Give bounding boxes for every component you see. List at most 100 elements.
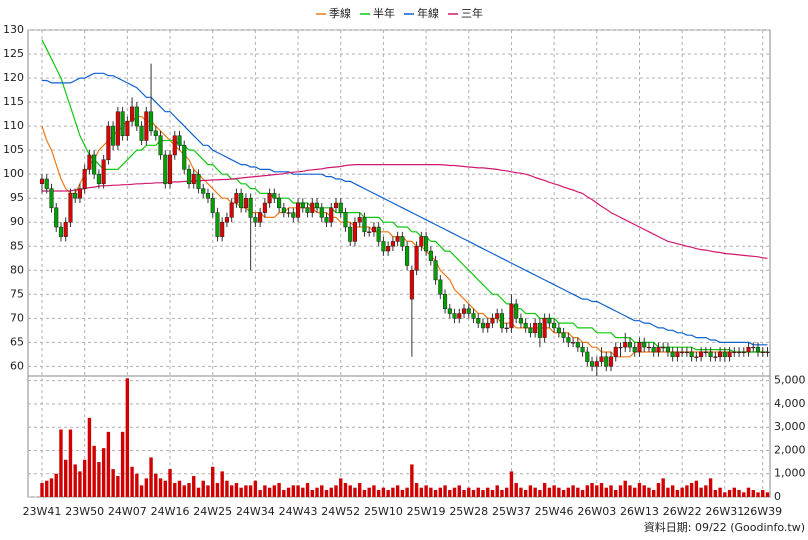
candle-body [262,202,267,213]
candle-body [699,351,704,358]
candle-body [608,356,614,367]
volume-bar [713,490,718,497]
volume-bar [372,485,376,497]
volume-bar [130,466,134,497]
ma-line [41,39,768,353]
volume-bar [296,485,300,497]
candle-body [556,327,561,334]
candle-body [248,197,253,218]
volume-bar [59,429,63,497]
y-tick-label: 110 [3,119,24,132]
volume-bar [391,487,395,497]
candle-body [319,207,324,218]
volume-bar [40,483,44,497]
candle-body [120,111,125,136]
candle-body [476,318,481,324]
candle-body [253,217,258,223]
y-tick-label: 120 [3,71,24,84]
candle-body [125,121,130,136]
volume-bar [633,487,637,497]
volume-bar [82,459,87,497]
volume-bar [561,490,566,497]
candle-body [414,246,419,271]
volume-bar [609,485,613,497]
y-tick-label: 75 [10,287,24,300]
candle-body [229,202,234,218]
volume-bar [628,485,632,497]
ma-line [42,72,768,346]
volume-bar [604,487,608,497]
volume-bar [727,490,732,497]
candle-body [68,193,73,223]
volume-bar [301,487,305,497]
candle-body [409,270,414,300]
candle-body [708,351,713,358]
candle-body [585,351,590,362]
candle-body [604,356,609,367]
candle-body [186,169,192,185]
volume-bar [651,490,656,497]
candle-body [234,193,239,204]
candle-body [547,318,552,324]
plot-frame [27,29,771,498]
candle-body [44,178,49,189]
x-tick-label: 25W10 [364,505,403,518]
volume-bar [334,485,338,497]
volume-bar [618,485,623,497]
candle-body [613,346,618,358]
candle-body [267,193,272,204]
volume-bar [476,487,480,497]
volume-bar [718,487,722,497]
volume-bar [647,487,651,497]
volume-bar [253,480,258,497]
volume-bar [751,490,755,497]
candle-body [428,250,433,261]
volume-bar [462,490,466,497]
volume-bar [547,487,552,497]
x-tick-label: 24W34 [236,505,275,518]
volume-bar [514,483,518,497]
volume-bar [68,429,73,497]
volume-bar [756,492,760,497]
candle-body [528,327,533,334]
volume-bar [139,485,144,497]
candle-body [314,202,320,209]
volume-bar [599,483,604,497]
volume-bar [120,431,125,497]
volume-bar [201,480,205,497]
volume-bar [595,485,599,497]
volume-bar [64,459,68,497]
volume-bar [533,487,537,497]
volume-bar [443,485,447,497]
candle-body [471,313,476,319]
candle-body [680,351,685,354]
candle-body [443,294,448,309]
y-tick-label: 130 [3,23,24,36]
candle-body [727,351,732,358]
volume-bar [566,487,571,497]
candle-body [736,351,742,354]
candle-body [215,212,220,237]
candle-body [305,207,310,213]
candle-body [300,202,305,209]
candle-body [333,202,339,209]
footnote: 資料日期: 09/22 (Goodinfo.tw) [644,520,805,534]
candle-body [722,351,727,358]
volume-bar [286,487,291,497]
candle-body [485,322,490,329]
candle-body [367,231,372,233]
volume-bar [324,490,329,497]
candle-body [177,135,182,146]
y-tick-label: 65 [10,335,24,348]
volume-bar [215,483,220,497]
x-tick-label: 25W37 [492,505,531,518]
volume-bar [125,378,130,497]
candle-body [153,130,158,136]
volume-bar [419,487,424,497]
volume-bar [263,485,267,497]
candle-body [533,322,538,333]
volume-bar [637,483,642,497]
volume-bar [177,480,182,497]
volume-bar [400,490,405,497]
candle-body [480,322,486,329]
